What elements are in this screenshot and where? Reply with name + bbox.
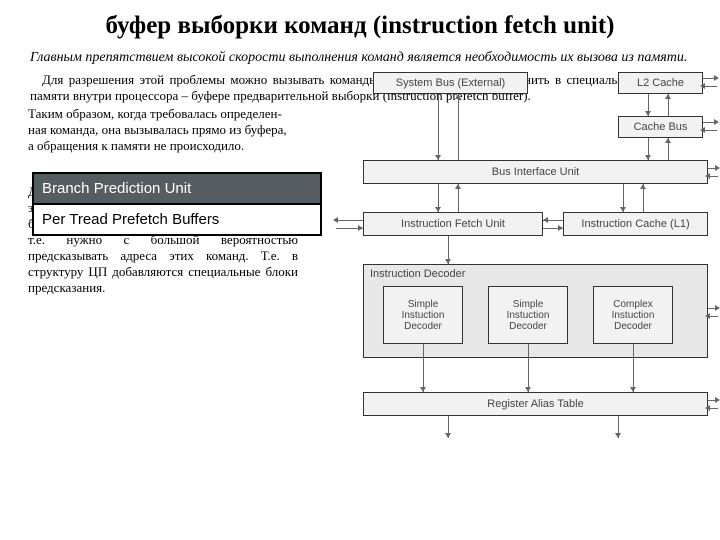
page-title: буфер выборки команд (instruction fetch …: [28, 12, 692, 40]
arrowhead-left-icon: [700, 83, 705, 89]
arrowhead-down-icon: [420, 387, 426, 392]
arrowhead-down-icon: [615, 433, 621, 438]
arrowhead-left-icon: [705, 173, 710, 179]
arrow: [336, 220, 363, 221]
arrowhead-down-icon: [630, 387, 636, 392]
arrowhead-left-icon: [543, 217, 548, 223]
arrowhead-right-icon: [715, 397, 720, 403]
box-cache-bus: Cache Bus: [618, 116, 703, 138]
box-simple-decoder-1: Simple Instuction Decoder: [383, 286, 463, 344]
arrowhead-left-icon: [705, 313, 710, 319]
box-instruction-cache-l1: Instruction Cache (L1): [563, 212, 708, 236]
box-bus-interface-unit: Bus Interface Unit: [363, 160, 708, 184]
arrowhead-right-icon: [714, 119, 719, 125]
mini-row-bpu: Branch Prediction Unit: [32, 172, 322, 205]
mini-diagram: Branch Prediction Unit Per Tread Prefetc…: [32, 172, 322, 236]
content-area: Для разрешения этой проблемы можно вызыв…: [28, 72, 692, 492]
arrow: [528, 344, 529, 392]
box-register-alias-table: Register Alias Table: [363, 392, 708, 416]
paragraph-2b: ная команда, она вызывалась прямо из буф…: [28, 122, 308, 138]
arrowhead-down-icon: [525, 387, 531, 392]
box-complex-decoder: Complex Instuction Decoder: [593, 286, 673, 344]
box-system-bus: System Bus (External): [373, 72, 528, 94]
arrowhead-up-icon: [455, 184, 461, 189]
arrowhead-down-icon: [435, 155, 441, 160]
arrowhead-left-icon: [700, 127, 705, 133]
arrow: [438, 94, 439, 160]
mini-row-prefetch: Per Tread Prefetch Buffers: [32, 205, 322, 236]
arrowhead-up-icon: [665, 138, 671, 143]
arrowhead-left-icon: [333, 217, 338, 223]
arrow: [458, 94, 459, 160]
arrow: [633, 344, 634, 392]
arrowhead-down-icon: [620, 207, 626, 212]
arrowhead-left-icon: [705, 405, 710, 411]
arrowhead-up-icon: [455, 94, 461, 99]
arrowhead-down-icon: [445, 259, 451, 264]
arrowhead-right-icon: [358, 225, 363, 231]
arrowhead-right-icon: [714, 75, 719, 81]
arrowhead-right-icon: [715, 305, 720, 311]
arrow: [703, 86, 717, 87]
arrowhead-down-icon: [445, 433, 451, 438]
arrow: [423, 344, 424, 392]
architecture-diagram: System Bus (External) L2 Cache Cache Bus…: [328, 72, 718, 462]
arrowhead-right-icon: [715, 165, 720, 171]
arrowhead-down-icon: [645, 111, 651, 116]
arrowhead-right-icon: [558, 225, 563, 231]
label-instruction-decoder: Instruction Decoder: [370, 268, 465, 280]
arrowhead-up-icon: [665, 94, 671, 99]
lead-paragraph: Главным препятствием высокой скорости вы…: [30, 50, 690, 66]
arrow: [703, 130, 717, 131]
paragraph-2a: Таким образом, когда требовалась определ…: [28, 106, 308, 122]
box-instruction-fetch-unit: Instruction Fetch Unit: [363, 212, 543, 236]
arrowhead-down-icon: [435, 207, 441, 212]
arrowhead-down-icon: [645, 155, 651, 160]
box-l2-cache: L2 Cache: [618, 72, 703, 94]
paragraph-2c: а обращения к памяти не происходило.: [28, 138, 308, 154]
box-simple-decoder-2: Simple Instuction Decoder: [488, 286, 568, 344]
arrowhead-up-icon: [640, 184, 646, 189]
